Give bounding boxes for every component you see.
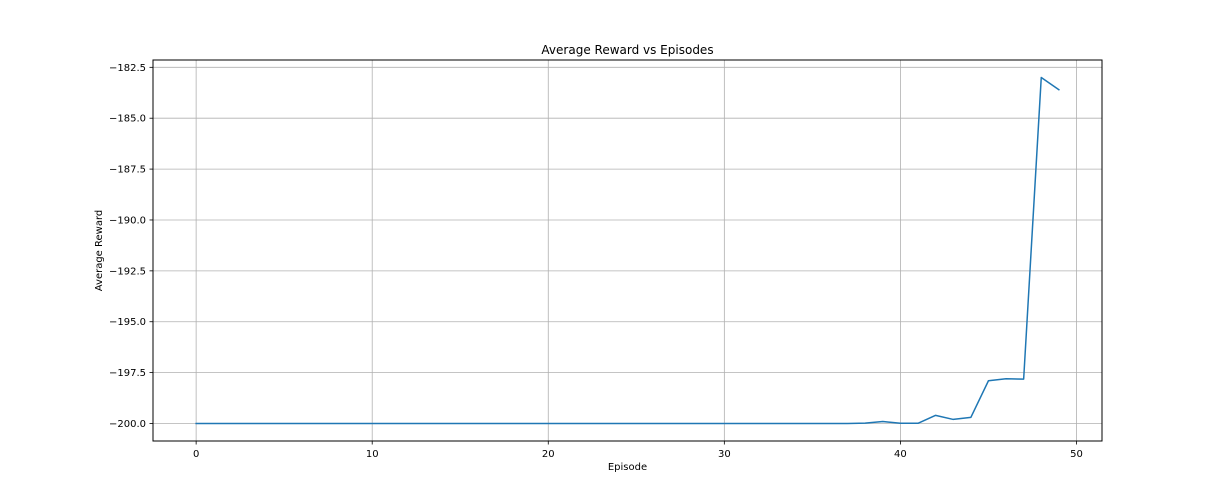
plot-area xyxy=(153,60,1102,441)
y-tick-label: −187.5 xyxy=(109,165,146,176)
x-axis-title: Episode xyxy=(608,462,647,473)
x-tick-label: 50 xyxy=(1070,449,1083,460)
chart-title: Average Reward vs Episodes xyxy=(541,43,713,57)
y-tick-label: −190.0 xyxy=(109,215,146,226)
x-tick-label: 0 xyxy=(193,449,199,460)
x-tick-label: 10 xyxy=(366,449,379,460)
y-tick-label: −195.0 xyxy=(109,317,146,328)
series-layer xyxy=(195,76,1060,425)
y-tick-label: −200.0 xyxy=(109,419,146,430)
axis-ticks: 0 10 20 30 40 50 −200.0 −197.5 −195.0 −192.5 −190.… xyxy=(109,63,1083,460)
y-tick-label: −185.0 xyxy=(109,114,146,125)
x-tick-label: 20 xyxy=(542,449,555,460)
x-tick-label: 30 xyxy=(718,449,731,460)
y-tick-label: −192.5 xyxy=(109,266,146,277)
y-axis-title: Average Reward xyxy=(94,210,105,291)
y-tick-label: −197.5 xyxy=(109,368,146,379)
plot-frame xyxy=(152,59,1103,442)
grid-lines xyxy=(153,60,1102,441)
series-line xyxy=(195,76,1060,425)
y-tick-label: −182.5 xyxy=(109,63,146,74)
x-tick-label: 40 xyxy=(894,449,907,460)
